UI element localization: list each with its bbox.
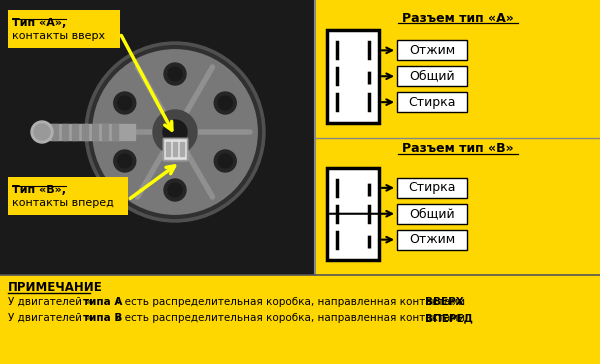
Text: .: . xyxy=(452,297,455,307)
Bar xyxy=(72,124,78,140)
Circle shape xyxy=(168,183,182,197)
Bar xyxy=(397,66,467,86)
Circle shape xyxy=(114,92,136,114)
Circle shape xyxy=(164,63,186,85)
Bar xyxy=(163,138,187,160)
Circle shape xyxy=(218,96,232,110)
Text: Отжим: Отжим xyxy=(409,44,455,57)
Bar xyxy=(180,142,184,156)
Text: типа В: типа В xyxy=(83,313,122,323)
Circle shape xyxy=(92,49,258,215)
Text: Разъем тип «В»: Разъем тип «В» xyxy=(401,142,514,155)
Bar xyxy=(42,124,48,140)
Bar xyxy=(327,30,379,123)
Circle shape xyxy=(85,42,265,222)
Bar xyxy=(163,138,187,160)
Text: Тип «В»,: Тип «В», xyxy=(12,185,66,195)
Text: контакты вверх: контакты вверх xyxy=(12,31,105,41)
Circle shape xyxy=(153,110,197,154)
Circle shape xyxy=(114,150,136,172)
Circle shape xyxy=(214,92,236,114)
Circle shape xyxy=(118,96,132,110)
Text: ПРИМЕЧАНИЕ: ПРИМЕЧАНИЕ xyxy=(8,281,103,294)
Bar xyxy=(112,124,118,140)
Bar xyxy=(0,275,600,364)
FancyBboxPatch shape xyxy=(8,177,128,215)
Bar xyxy=(327,167,379,260)
Circle shape xyxy=(164,179,186,201)
Circle shape xyxy=(168,67,182,81)
Text: .: . xyxy=(457,313,461,323)
Text: » есть распределительная коробка, направленная контактами: » есть распределительная коробка, направ… xyxy=(115,297,469,307)
Bar xyxy=(397,40,467,60)
Text: Отжим: Отжим xyxy=(409,233,455,246)
Bar xyxy=(397,230,467,250)
Text: Разъем тип «А»: Разъем тип «А» xyxy=(401,12,514,25)
Text: Стирка: Стирка xyxy=(408,181,456,194)
Bar xyxy=(82,124,88,140)
Text: У двигателей «: У двигателей « xyxy=(8,313,91,323)
Circle shape xyxy=(118,154,132,168)
Circle shape xyxy=(163,120,187,144)
Text: ВВЕРХ: ВВЕРХ xyxy=(425,297,464,307)
FancyBboxPatch shape xyxy=(8,10,120,48)
Circle shape xyxy=(31,121,53,143)
Text: Стирка: Стирка xyxy=(408,96,456,108)
Circle shape xyxy=(218,154,232,168)
Text: типа А: типа А xyxy=(83,297,122,307)
Circle shape xyxy=(34,124,50,140)
Bar xyxy=(397,204,467,224)
Text: Общий: Общий xyxy=(409,70,455,83)
Bar xyxy=(397,92,467,112)
Text: Тип «А»,: Тип «А», xyxy=(12,18,66,28)
Text: ВПЕРЕД: ВПЕРЕД xyxy=(425,313,473,323)
Text: » есть распределительная коробка, направленная контактами: » есть распределительная коробка, направ… xyxy=(115,313,469,323)
Bar xyxy=(397,178,467,198)
Bar xyxy=(92,124,98,140)
Text: Общий: Общий xyxy=(409,207,455,220)
Text: У двигателей «: У двигателей « xyxy=(8,297,91,307)
Bar xyxy=(40,124,135,140)
Bar xyxy=(102,124,108,140)
Text: контакты вперед: контакты вперед xyxy=(12,198,114,208)
Bar xyxy=(173,142,177,156)
Bar xyxy=(166,142,170,156)
Bar xyxy=(62,124,68,140)
Bar xyxy=(0,0,315,275)
Circle shape xyxy=(214,150,236,172)
Bar xyxy=(52,124,58,140)
